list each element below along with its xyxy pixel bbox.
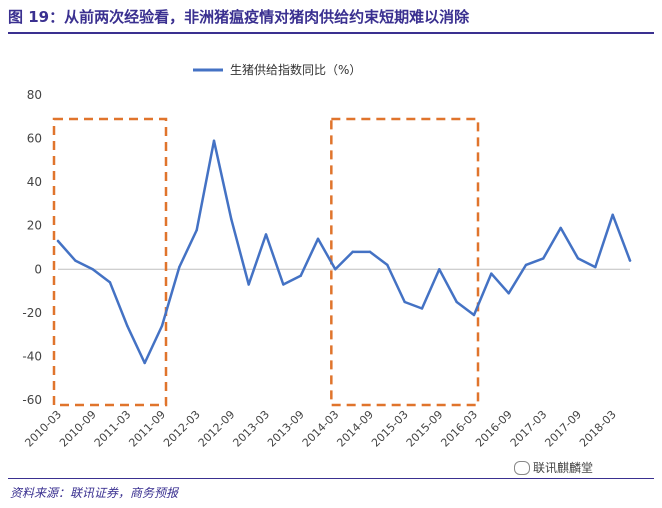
- data-point: [212, 139, 216, 142]
- y-tick-label: 60: [27, 132, 42, 146]
- data-point: [542, 257, 545, 260]
- data-point: [351, 250, 354, 254]
- data-point: [559, 226, 562, 230]
- y-tick-label: -60: [22, 393, 42, 407]
- x-tick-label: 2013-09: [265, 408, 307, 450]
- x-axis-ticks: 2010-032010-092011-032011-092012-032012-…: [22, 408, 618, 450]
- data-point: [316, 237, 320, 240]
- series-line: [56, 139, 632, 365]
- data-point: [264, 233, 268, 236]
- data-point: [386, 263, 389, 267]
- data-point: [611, 213, 614, 217]
- highlight-box: [330, 117, 480, 407]
- data-point: [438, 268, 441, 271]
- data-point: [282, 283, 285, 286]
- title-rule: [8, 32, 654, 34]
- y-tick-label: 0: [34, 262, 42, 276]
- data-point: [126, 324, 129, 328]
- watermark-text: 联讯麒麟堂: [533, 461, 594, 475]
- y-tick-label: -40: [22, 349, 42, 363]
- data-point: [195, 228, 198, 232]
- x-tick-label: 2015-09: [404, 408, 446, 450]
- x-tick-label: 2010-03: [22, 408, 64, 450]
- x-tick-label: 2016-03: [438, 408, 480, 450]
- legend-label: 生猪供给指数同比（%）: [230, 62, 361, 77]
- data-point: [403, 300, 406, 304]
- data-point: [230, 217, 233, 221]
- data-point: [56, 239, 60, 243]
- y-tick-label: 20: [27, 219, 42, 233]
- data-point: [507, 292, 510, 295]
- series-group: [56, 139, 632, 365]
- data-point: [247, 283, 250, 286]
- data-point: [524, 263, 528, 267]
- data-point: [420, 307, 424, 310]
- x-tick-label: 2014-03: [300, 408, 342, 450]
- data-point: [455, 300, 458, 304]
- x-tick-label: 2012-03: [161, 408, 203, 450]
- y-tick-label: 80: [27, 88, 42, 102]
- data-point: [594, 265, 597, 269]
- source-note: 资料来源：联讯证券，商务预报: [10, 486, 179, 500]
- data-point: [368, 250, 372, 254]
- data-point: [490, 272, 493, 275]
- legend: 生猪供给指数同比（%）: [193, 62, 361, 77]
- x-tick-label: 2018-03: [577, 408, 619, 450]
- data-point: [178, 265, 181, 269]
- data-point: [160, 324, 164, 328]
- x-tick-label: 2017-09: [542, 408, 584, 450]
- y-axis-ticks: 80 60 40 20 0 -20 -40 -60: [22, 88, 42, 407]
- y-tick-label: -20: [22, 306, 42, 320]
- data-point: [628, 259, 632, 262]
- data-point: [472, 313, 476, 317]
- data-point: [108, 281, 112, 284]
- x-tick-label: 2011-03: [92, 408, 134, 450]
- x-tick-label: 2014-09: [334, 408, 376, 450]
- data-point: [576, 257, 580, 260]
- data-point: [143, 361, 146, 365]
- data-point: [74, 259, 77, 262]
- x-tick-label: 2017-03: [508, 408, 550, 450]
- x-tick-label: 2015-03: [369, 408, 411, 450]
- x-tick-label: 2011-09: [126, 408, 168, 450]
- highlight-boxes: [52, 117, 480, 407]
- y-tick-label: 40: [27, 175, 42, 189]
- data-point: [299, 274, 302, 278]
- footer-rule: [8, 478, 654, 479]
- x-tick-label: 2016-09: [473, 408, 515, 450]
- wechat-icon: [514, 460, 530, 475]
- watermark: 联讯麒麟堂: [514, 459, 593, 476]
- figure-title: 图 19：从前两次经验看，非洲猪瘟疫情对猪肉供给约束短期难以消除: [8, 8, 470, 26]
- data-point: [334, 268, 337, 271]
- highlight-box: [52, 117, 168, 407]
- x-tick-label: 2012-09: [196, 408, 238, 450]
- x-tick-label: 2010-09: [57, 408, 99, 450]
- data-point: [91, 268, 94, 271]
- x-tick-label: 2013-03: [230, 408, 272, 450]
